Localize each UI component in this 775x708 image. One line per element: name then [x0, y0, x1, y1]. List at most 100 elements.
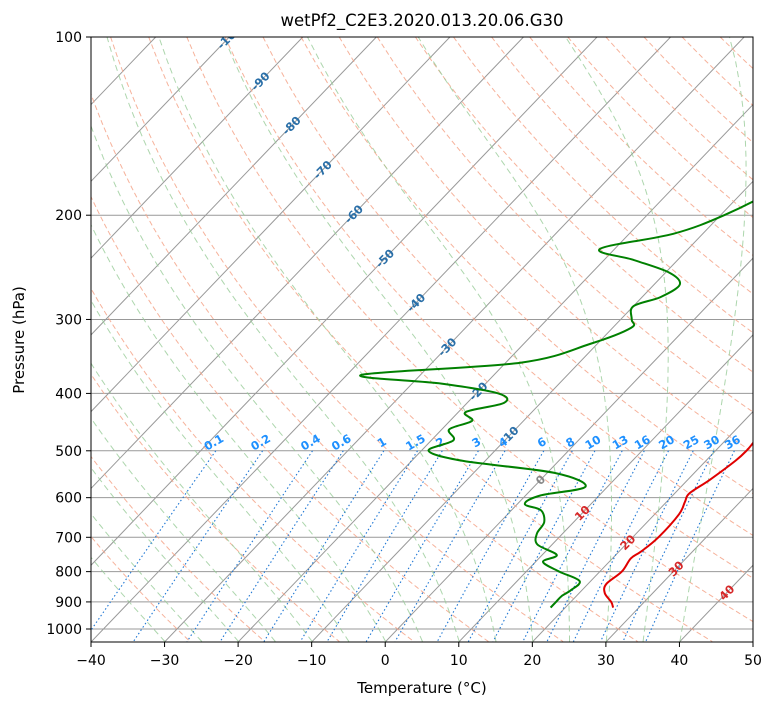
moist-adiabat	[106, 37, 460, 642]
mixing-ratio-line	[622, 450, 715, 642]
dry-adiabat	[91, 92, 564, 642]
dry-adiabat	[262, 37, 753, 537]
x-tick-label: 20	[523, 653, 541, 669]
dry-adiabat-lines	[91, 37, 753, 642]
x-tick-label: 30	[597, 653, 615, 669]
dewpoint-line	[359, 200, 753, 609]
plot-frame	[90, 36, 754, 643]
dry-adiabat	[110, 37, 638, 642]
x-tick-label: −20	[223, 653, 253, 669]
isotherm-line	[91, 37, 524, 490]
mixing-ratio-label: 25	[681, 432, 702, 452]
isotherm-line	[238, 103, 753, 642]
mixing-ratio-line	[186, 450, 313, 642]
dry-adiabat	[91, 195, 489, 642]
x-tick-label: −30	[150, 653, 180, 669]
moist-adiabat	[91, 223, 387, 642]
y-axis: 100 200 300 400 500 600 700 800 900 1000	[46, 30, 91, 638]
moist-adiabat	[91, 466, 239, 642]
dry-adiabat	[224, 37, 753, 579]
moist-adiabat	[565, 37, 669, 642]
mixing-ratio-label: 36	[722, 432, 743, 452]
mixing-ratio-lines	[91, 450, 735, 642]
isotherm-line	[91, 37, 230, 183]
isotherm-line	[91, 37, 377, 336]
isotherm-lines	[91, 37, 753, 642]
y-tick-label: 400	[55, 386, 82, 402]
x-tick-label: −10	[297, 653, 327, 669]
x-tick-label: 10	[450, 653, 468, 669]
moist-adiabat	[223, 37, 534, 642]
mixing-ratio-line	[263, 450, 385, 642]
mixing-ratio-line	[600, 450, 694, 642]
mixing-ratio-line	[573, 450, 669, 642]
isotherm-line	[164, 37, 745, 642]
moist-adiabat	[91, 417, 276, 642]
x-axis: −40 −30 −20 −10 0 10 20 30 40 50	[76, 642, 762, 669]
y-tick-label: 600	[55, 491, 82, 507]
isotherm-line	[532, 410, 753, 642]
y-tick-label: 500	[55, 444, 82, 460]
dry-adiabat	[91, 373, 340, 642]
x-tick-label: −40	[76, 653, 106, 669]
moist-adiabat-lines	[91, 37, 747, 642]
dry-adiabat	[414, 37, 753, 373]
mixing-ratio-label: 10	[583, 432, 604, 452]
mixing-ratio-line	[645, 450, 735, 642]
y-tick-label: 700	[55, 530, 82, 546]
moist-adiabat	[307, 37, 570, 642]
y-tick-label: 300	[55, 312, 82, 328]
dry-adiabat	[491, 37, 753, 295]
moist-adiabat	[679, 37, 747, 642]
plot-area: -100-90-80-70-60-50-40-30-20-10010203040…	[91, 37, 753, 642]
isotherm-line	[91, 37, 304, 259]
mixing-ratio-line	[436, 450, 545, 642]
mixing-ratio-line	[546, 450, 645, 642]
dry-adiabat	[453, 37, 753, 334]
dry-adiabat	[91, 287, 415, 642]
y-tick-label: 1000	[46, 622, 82, 638]
mixing-ratio-line	[91, 450, 217, 632]
chart-title: wetPf2_C2E3.2020.013.20.06.G30	[280, 11, 563, 31]
dry-adiabat	[376, 37, 753, 413]
isotherm-line	[458, 334, 753, 642]
y-tick-label: 200	[55, 208, 82, 224]
sounding-series	[359, 200, 753, 609]
dry-adiabat	[338, 37, 753, 454]
x-axis-label: Temperature (°C)	[356, 679, 486, 697]
x-tick-label: 0	[381, 653, 390, 669]
mixing-ratio-line	[467, 450, 573, 642]
moist-adiabat	[91, 299, 350, 642]
y-tick-label: 800	[55, 565, 82, 581]
mixing-ratio-labels: 0.1 0.2 0.4 0.6 1 1.5 2 3 4 6 8 10 13 16 20 25 30 36	[201, 431, 742, 453]
moist-adiabat	[158, 37, 497, 642]
isotherm-line	[385, 257, 753, 642]
mixing-ratio-line	[394, 450, 506, 642]
isotherm-line	[91, 37, 598, 566]
temperature-line	[603, 441, 753, 608]
mixing-ratio-line	[132, 450, 264, 642]
isotherm-line	[91, 37, 451, 413]
y-tick-label: 900	[55, 595, 82, 611]
dry-adiabat	[148, 37, 713, 642]
dry-adiabat	[91, 455, 266, 642]
mixing-ratio-line	[299, 450, 418, 642]
x-tick-label: 40	[671, 653, 689, 669]
isotherm-line	[605, 487, 753, 642]
mixing-ratio-label: 20	[656, 432, 677, 452]
dry-adiabat	[186, 37, 753, 623]
mixing-ratio-line	[492, 450, 596, 642]
moist-adiabat	[91, 124, 423, 642]
y-axis-label: Pressure (hPa)	[10, 286, 28, 394]
y-tick-label: 100	[55, 30, 82, 46]
x-tick-label: 50	[744, 653, 762, 669]
mixing-ratio-label: 16	[632, 432, 653, 452]
mixing-ratio-label: 30	[701, 432, 722, 452]
dry-adiabat	[91, 535, 191, 642]
dry-adiabat	[300, 37, 753, 495]
mixing-ratio-line	[522, 450, 623, 642]
mixing-ratio-label: 13	[610, 432, 631, 452]
moist-adiabat	[91, 362, 313, 642]
